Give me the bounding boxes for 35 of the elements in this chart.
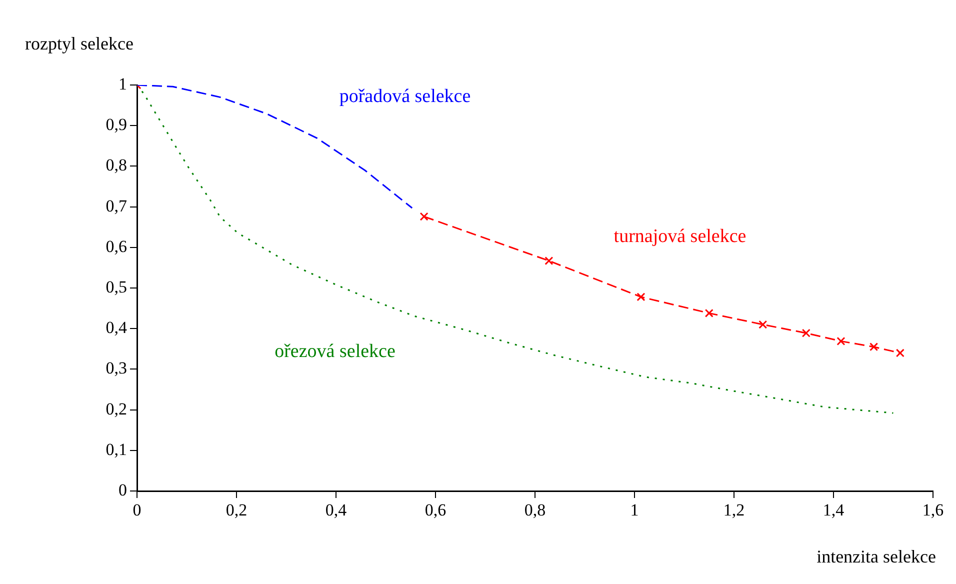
x-tick-label: 1,2 (723, 500, 745, 520)
x-tick-label: 0,6 (424, 500, 446, 520)
point (544, 256, 554, 266)
x-tick-label: 0,2 (226, 500, 248, 520)
x-tick-label: 0,8 (524, 500, 546, 520)
x-tick-label: 1,4 (822, 500, 845, 520)
x-tick-label: 0,4 (325, 500, 348, 520)
x-tick-label: 1 (630, 500, 639, 520)
y-tick-label: 0 (118, 480, 127, 500)
y-tick-label: 0,3 (106, 358, 127, 378)
point (758, 320, 768, 329)
y-tick-label: 0,7 (106, 196, 128, 216)
y-tick-label: 0,8 (106, 156, 127, 175)
line-series (137, 85, 413, 209)
y-tick-label: 0,5 (106, 277, 127, 296)
point (836, 336, 846, 346)
point (802, 328, 810, 338)
text: pořadová selekce (339, 86, 471, 107)
point (704, 308, 714, 318)
point (896, 348, 904, 358)
y-tick-label: 0,4 (106, 318, 128, 338)
x-tick-label: 1,6 (922, 500, 944, 520)
y-tick-label: 0,1 (106, 440, 127, 459)
y-tick-label: 0,9 (106, 115, 127, 134)
point (870, 342, 878, 352)
y-tick-label: 1 (118, 74, 127, 94)
series-label: turnajová selekce (614, 226, 746, 247)
y-tick-label: 0,6 (106, 236, 127, 256)
point (420, 212, 428, 221)
y-axis-title: rozptyl selekce (25, 34, 134, 54)
x-axis-title: intenzita selekce (816, 546, 936, 567)
x-tick-label: 0 (132, 500, 142, 520)
y-tick-label: 0,2 (106, 399, 127, 418)
series-label: ořezová selekce (274, 340, 396, 362)
point (636, 292, 646, 302)
